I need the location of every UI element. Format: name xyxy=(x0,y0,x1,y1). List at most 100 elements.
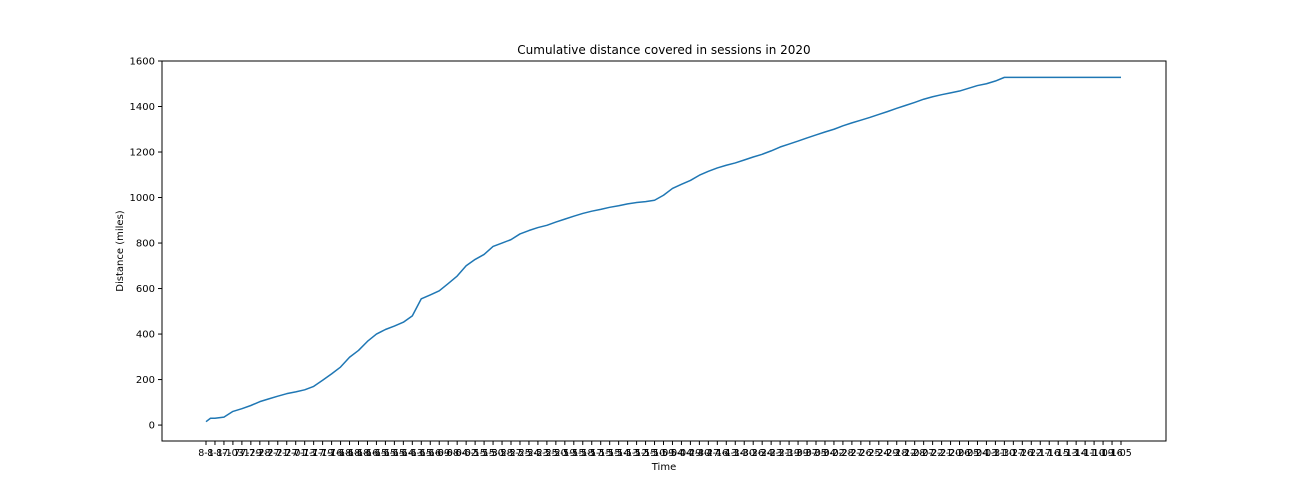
x-tick-label: 1-30 xyxy=(994,448,1016,459)
x-tick-label: 4-27 xyxy=(698,448,720,459)
x-tick-label: 7-28 xyxy=(249,448,271,459)
x-tick-label: 1-16 xyxy=(1101,448,1123,459)
x-tick-label: 2-27 xyxy=(841,448,863,459)
x-tick-label: 2-26 xyxy=(850,448,872,459)
x-axis-label: Time xyxy=(651,462,676,473)
x-tick-label: 1-16 xyxy=(1038,448,1060,459)
series-lines xyxy=(205,76,1121,423)
x-tick-label: 7-03 xyxy=(222,448,244,459)
x-tick-label: 6-15 xyxy=(384,448,406,459)
x-tick-label: 5-25 xyxy=(509,448,531,459)
x-tick-label: 1-31 xyxy=(985,448,1007,459)
x-tick-label: 5-15 xyxy=(590,448,612,459)
x-tick-label: 6-15 xyxy=(375,448,397,459)
x-tick-label: 2-12 xyxy=(895,448,917,459)
x-tick-label: 1-10 xyxy=(1083,448,1105,459)
x-tick-label: 4-29 xyxy=(680,448,702,459)
x-tick-label: 7-1 xyxy=(234,448,250,459)
x-tick-label: 6-08 xyxy=(437,448,459,459)
x-tick-label: 5-12 xyxy=(626,448,648,459)
x-tick-label: 6-18 xyxy=(348,448,370,459)
x-tick-label: 7-27 xyxy=(276,448,298,459)
x-tick-label: 3-30 xyxy=(733,448,755,459)
x-tick-label: 2-20 xyxy=(940,448,962,459)
x-tick-label: 5-18 xyxy=(572,448,594,459)
y-tick-label: 800 xyxy=(136,239,155,250)
x-tick-label: 5-13 xyxy=(617,448,639,459)
x-tick-label: 1-11 xyxy=(1074,448,1096,459)
x-tick-label: 3-26 xyxy=(742,448,764,459)
y-tick-label: 0 xyxy=(149,421,155,432)
series-line xyxy=(205,76,1121,423)
x-tick-label: 4-30 xyxy=(689,448,711,459)
x-tick-label: 2-29 xyxy=(877,448,899,459)
x-tick-label: 5-15 xyxy=(473,448,495,459)
x-tick-label: 4-14 xyxy=(724,448,746,459)
x-tick-label: 3-19 xyxy=(778,448,800,459)
x-tick-label: 5-23 xyxy=(527,448,549,459)
x-tick-label: 2-03 xyxy=(976,448,998,459)
x-tick-label: 6-04 xyxy=(446,448,468,459)
x-tick-label: 5-30 xyxy=(482,448,504,459)
x-tick-label: 6-15 xyxy=(366,448,388,459)
y-tick-label: 1400 xyxy=(130,102,155,113)
y-tick-label: 600 xyxy=(136,284,155,295)
x-tick-label: 7-19 xyxy=(312,448,334,459)
x-tick-label: 3-24 xyxy=(751,448,773,459)
x-tick-label: 7-16 xyxy=(321,448,343,459)
x-tick-label: 3-07 xyxy=(796,448,818,459)
x-tick-label: 6-18 xyxy=(339,448,361,459)
x-tick-label: 5-09 xyxy=(653,448,675,459)
x-tick-label: 8-1 xyxy=(198,448,214,459)
x-tick-label: 1-17 xyxy=(1029,448,1051,459)
x-tick-label: 7-29 xyxy=(240,448,262,459)
x-tick-label: 4-16 xyxy=(707,448,729,459)
x-tick-label: 5-28 xyxy=(491,448,513,459)
x-tick-label: 2-07 xyxy=(913,448,935,459)
x-tick-label: 3-04 xyxy=(814,448,836,459)
x-tick-label: 5-17 xyxy=(581,448,603,459)
x-tick-label: 2-04 xyxy=(967,448,989,459)
x-tick-label: 1-15 xyxy=(1047,448,1069,459)
y-tick-label: 1200 xyxy=(130,148,155,159)
x-tick-label: 6-02 xyxy=(455,448,477,459)
x-tick-label: 5-04 xyxy=(662,448,684,459)
x-tick-label: 2-25 xyxy=(859,448,881,459)
y-axis-label: Distance (miles) xyxy=(115,210,126,291)
x-tick-label: 4-13 xyxy=(716,448,738,459)
x-tick-label: 3-02 xyxy=(823,448,845,459)
x-tick-label: 7-27 xyxy=(258,448,280,459)
x-tick-label: 6-16 xyxy=(357,448,379,459)
x-tick-label: 8-1 xyxy=(207,448,223,459)
x-tick-label: 8-1 xyxy=(216,448,232,459)
y-axis-ticks: 0 200 400 600 800 1000 1200 1400 1600 xyxy=(130,57,162,432)
x-tick-label: 7-13 xyxy=(294,448,316,459)
x-tick-label: 2-24 xyxy=(868,448,890,459)
x-tick-label: 2-08 xyxy=(904,448,926,459)
x-tick-label: 5-20 xyxy=(545,448,567,459)
y-tick-label: 400 xyxy=(136,330,155,341)
x-tick-label: 1-14 xyxy=(1065,448,1087,459)
x-axis-ticks: 8-18-18-17-037-17-297-287-277-217-277-01… xyxy=(198,441,1132,459)
x-tick-label: 5-15 xyxy=(635,448,657,459)
x-tick-label: 6-15 xyxy=(464,448,486,459)
x-tick-label: 2-06 xyxy=(949,448,971,459)
x-tick-label: 2-18 xyxy=(886,448,908,459)
x-tick-label: 1-09 xyxy=(1092,448,1114,459)
x-tick-label: 2-21 xyxy=(931,448,953,459)
x-tick-label: 5-25 xyxy=(536,448,558,459)
x-tick-label: 1-05 xyxy=(1110,448,1132,459)
x-tick-label: 7-21 xyxy=(267,448,289,459)
x-tick-label: 1-13 xyxy=(1056,448,1078,459)
y-tick-label: 1000 xyxy=(130,193,155,204)
x-tick-label: 5-27 xyxy=(500,448,522,459)
x-tick-label: 2-22 xyxy=(922,448,944,459)
x-tick-label: 5-15 xyxy=(563,448,585,459)
x-tick-label: 6-14 xyxy=(393,448,415,459)
x-tick-label: 6-13 xyxy=(402,448,424,459)
y-tick-label: 200 xyxy=(136,375,155,386)
x-tick-label: 7-01 xyxy=(285,448,307,459)
x-tick-label: 2-05 xyxy=(958,448,980,459)
x-tick-label: 6-09 xyxy=(428,448,450,459)
